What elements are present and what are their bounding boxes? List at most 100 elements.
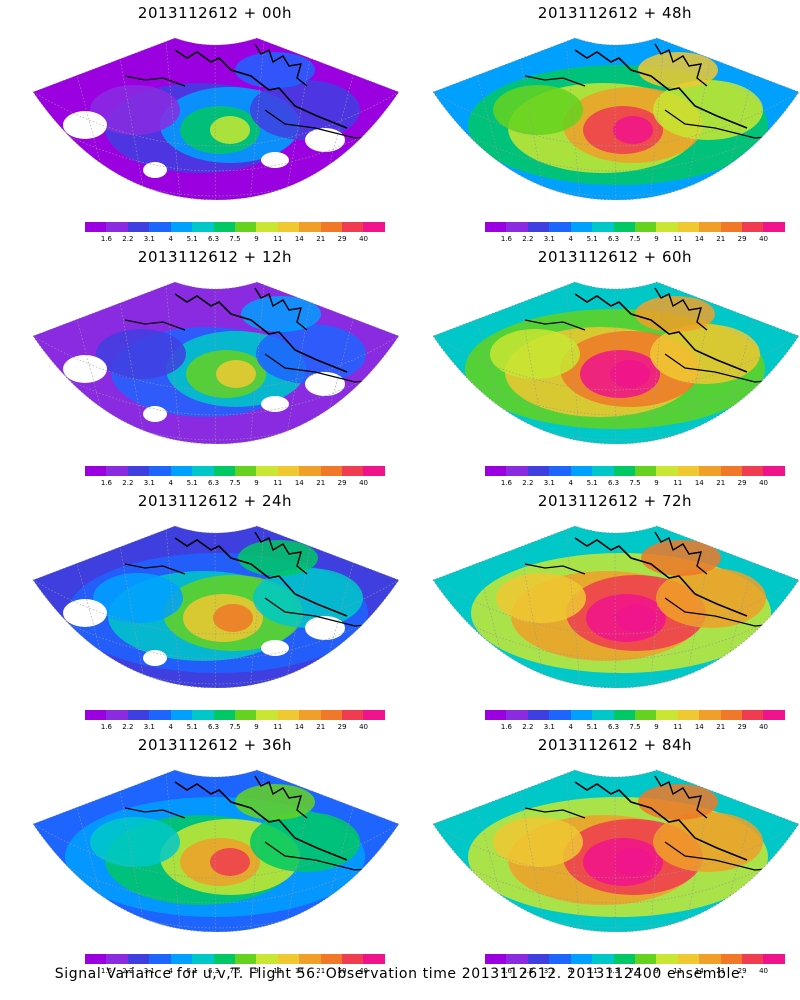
colorbar-swatch <box>342 710 364 720</box>
colorbar-swatch <box>299 954 321 964</box>
colorbar-tick-label: 40 <box>759 967 769 975</box>
variance-contour-area <box>90 817 180 867</box>
colorbar-swatch <box>527 710 550 720</box>
colorbar-tick-label: 6.3 <box>607 235 620 243</box>
colorbar-swatch <box>127 954 150 964</box>
colorbar-swatch <box>149 222 171 232</box>
colorbar-tick-label: 14 <box>694 723 704 731</box>
colorbar-tick-label: 7.5 <box>229 723 241 731</box>
map-border <box>32 769 400 932</box>
colorbar-tick-label: 29 <box>337 967 347 975</box>
colorbar-tick-label: 6.3 <box>607 723 620 731</box>
colorbar-swatch <box>613 466 635 476</box>
colorbar-tick-label: 5.1 <box>186 235 198 243</box>
colorbar-swatch <box>299 710 321 720</box>
colorbar-swatch <box>277 954 300 964</box>
colorbar-swatch <box>527 222 550 232</box>
colorbar-swatch <box>85 466 107 476</box>
colorbar-swatch <box>277 710 300 720</box>
figure-caption: Signal Variance for u,v,T. Flight 56. Ob… <box>54 966 746 982</box>
colorbar-swatch <box>127 222 150 232</box>
colorbar-swatch <box>256 466 278 476</box>
forecast-panel: 2013112612 + 00h 1.6 2.2 3.1 4 5.1 6.3 7.5 9 11 14… <box>25 0 405 245</box>
colorbar-swatch <box>742 222 764 232</box>
variance-contour-area <box>496 573 586 623</box>
colorbar-tick-label: 11 <box>673 235 683 243</box>
colorbar-tick-label: 14 <box>694 479 704 487</box>
map-border <box>432 769 800 932</box>
colorbar-tick-label: 11 <box>273 235 283 243</box>
missing-data-area <box>63 599 107 627</box>
variance-contour-area <box>216 360 256 388</box>
map-border <box>32 37 400 200</box>
colorbar-labels: 1.6 2.2 3.1 4 5.1 6.3 7.5 9 11 14 21 29 40 <box>73 235 397 245</box>
coastline <box>574 49 748 129</box>
panel-title: 2013112612 + 00h <box>137 4 293 22</box>
colorbar-swatch <box>192 466 214 476</box>
colorbar-swatch <box>699 466 721 476</box>
coastline <box>574 293 748 373</box>
longitude-line <box>650 770 666 932</box>
colorbar-tick-label: 2.2 <box>122 479 134 487</box>
colorbar-swatch <box>299 222 321 232</box>
colorbar-tick-label: 2.2 <box>522 235 534 243</box>
colorbar <box>85 466 385 476</box>
colorbar-swatch <box>570 222 593 232</box>
colorbar-labels: 1.6 2.2 3.1 4 5.1 6.3 7.5 9 11 14 21 29 40 <box>473 967 797 977</box>
longitude-line <box>250 770 266 932</box>
latitude-line <box>33 385 399 441</box>
latitude-line <box>433 873 799 929</box>
colorbar-tick-label: 11 <box>273 723 283 731</box>
colorbar-tick-label: 3.1 <box>143 967 155 975</box>
colorbar-tick-label: 14 <box>294 967 304 975</box>
colorbar-swatch <box>720 222 743 232</box>
colorbar-swatch <box>363 466 385 476</box>
colorbar-tick-label: 3.1 <box>543 479 555 487</box>
colorbar-swatch <box>363 710 385 720</box>
latitude-line <box>433 823 799 879</box>
colorbar-tick-label: 21 <box>316 723 326 731</box>
variance-contour-area <box>493 85 583 135</box>
colorbar-tick-label: 7.5 <box>629 967 641 975</box>
colorbar-tick-label: 1.6 <box>100 479 112 487</box>
colorbar-tick-label: 7.5 <box>229 479 241 487</box>
colorbar-tick-label: 9 <box>654 479 659 487</box>
panel-title: 2013112612 + 60h <box>537 248 693 266</box>
map-border <box>432 37 800 200</box>
colorbar-tick-label: 40 <box>759 235 769 243</box>
colorbar-swatch <box>677 466 700 476</box>
colorbar-swatch <box>85 710 107 720</box>
colorbar-tick-label: 6.3 <box>207 723 220 731</box>
latitude-line <box>433 360 799 416</box>
longitude-line <box>564 38 581 200</box>
colorbar-swatch <box>592 954 614 964</box>
coastline <box>654 287 708 331</box>
variance-contour-area <box>616 604 656 632</box>
forecast-panel: 2013112612 + 36h 1.6 2.2 3.1 4 5.1 6.3 7.5 9 11 14… <box>25 732 405 977</box>
coastline <box>524 319 586 331</box>
longitude-line <box>685 282 716 444</box>
variance-contour-area <box>96 329 186 379</box>
longitude-line <box>685 526 716 688</box>
colorbar-swatch <box>234 466 257 476</box>
colorbar-tick-label: 40 <box>359 723 369 731</box>
colorbar-tick-label: 29 <box>737 479 747 487</box>
colorbar-swatch <box>127 710 150 720</box>
variance-map <box>432 281 800 444</box>
colorbar <box>485 954 785 964</box>
variance-contour-area <box>610 360 650 388</box>
variance-contour-area <box>493 817 583 867</box>
colorbar-tick-label: 5.1 <box>586 479 598 487</box>
coastline <box>524 563 586 575</box>
colorbar-tick-label: 11 <box>273 967 283 975</box>
colorbar-tick-label: 14 <box>294 235 304 243</box>
colorbar-tick-label: 9 <box>254 479 259 487</box>
colorbar-tick-label: 7.5 <box>229 235 241 243</box>
colorbar-swatch <box>634 710 657 720</box>
map-border <box>32 525 400 688</box>
forecast-panel: 2013112612 + 60h 1.6 2.2 3.1 4 5.1 6.3 7.5 9 11 14… <box>425 244 800 489</box>
colorbar-swatch <box>106 710 128 720</box>
colorbar-labels: 1.6 2.2 3.1 4 5.1 6.3 7.5 9 11 14 21 29 40 <box>473 723 797 733</box>
colorbar-tick-label: 40 <box>359 479 369 487</box>
colorbar-swatch <box>527 466 550 476</box>
